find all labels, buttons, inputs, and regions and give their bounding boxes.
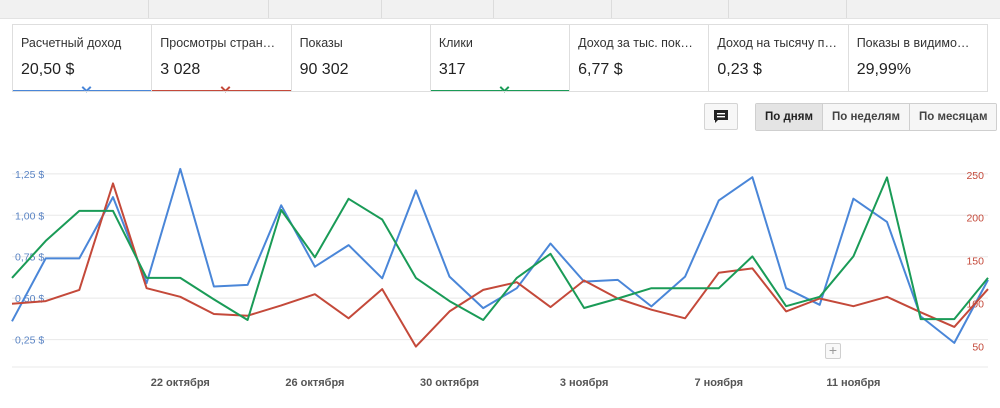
right-tick-label: 250 — [966, 170, 984, 182]
right-tick-label: 50 — [972, 342, 984, 354]
top-strip-segment — [493, 0, 612, 18]
metric-label: Клики — [438, 36, 473, 50]
series-line — [11, 176, 989, 321]
x-tick-label: 7 ноября — [694, 377, 743, 389]
right-tick-label: 200 — [966, 213, 984, 225]
metric-value: 3 028 — [160, 61, 201, 78]
x-tick-label: 30 октября — [420, 377, 479, 389]
metric-value: 0,23 $ — [717, 61, 762, 78]
top-strip-segment — [381, 0, 494, 18]
x-tick-label: 22 октября — [151, 377, 210, 389]
top-strip — [0, 0, 1000, 19]
top-strip-segment — [0, 0, 149, 18]
metric-card-impressions[interactable]: Показы 90 302 — [292, 25, 431, 92]
metric-value: 6,77 $ — [578, 61, 623, 78]
granularity-monthly-button[interactable]: По месяцам — [910, 104, 997, 130]
top-strip-segment — [728, 0, 847, 18]
series-line — [11, 182, 989, 348]
series-line — [11, 167, 989, 344]
top-strip-segment — [268, 0, 382, 18]
annotations-button[interactable] — [704, 103, 738, 130]
metric-card-clicks[interactable]: Клики 317 — [430, 25, 571, 93]
metric-label: Доход на тысячу п… — [717, 36, 837, 50]
metric-value: 90 302 — [299, 61, 349, 78]
comment-icon — [714, 110, 728, 123]
left-tick-label: 1,25 $ — [15, 169, 44, 181]
metric-divider — [12, 91, 988, 92]
metric-value: 29,99% — [856, 61, 911, 78]
metric-card-viewability[interactable]: Показы в видимо… 29,99% — [849, 25, 987, 92]
metric-label: Доход за тыс. пок… — [578, 36, 693, 50]
metric-card-impression-rpm[interactable]: Доход на тысячу п… 0,23 $ — [709, 25, 849, 92]
metric-cards: Расчетный доход 20,50 $ Просмотры стран…… — [12, 24, 988, 93]
granularity-daily-button[interactable]: По дням — [756, 104, 823, 130]
left-tick-label: 0,25 $ — [15, 335, 44, 347]
add-annotation-button[interactable]: + — [825, 343, 841, 359]
metric-card-revenue[interactable]: Расчетный доход 20,50 $ — [13, 25, 153, 93]
metric-value: 317 — [438, 61, 466, 78]
x-tick-label: 11 ноября — [826, 377, 880, 389]
line-chart: 1,25 $1,00 $0,75 $0,50 $0,25 $ 250200150… — [11, 167, 989, 389]
metric-card-rpm[interactable]: Доход за тыс. пок… 6,77 $ — [570, 25, 710, 92]
metric-value: 20,50 $ — [21, 61, 75, 78]
top-strip-segment — [148, 0, 269, 18]
top-strip-segment — [611, 0, 729, 18]
top-strip-segment — [846, 0, 1000, 18]
granularity-weekly-button[interactable]: По неделям — [822, 104, 910, 130]
metric-label: Показы в видимо… — [856, 36, 970, 50]
metric-label: Просмотры стран… — [160, 36, 276, 50]
granularity-switch: По дням По неделям По месяцам — [755, 103, 998, 131]
right-tick-label: 150 — [966, 256, 984, 268]
metric-card-pageviews[interactable]: Просмотры стран… 3 028 — [152, 25, 292, 93]
left-tick-label: 1,00 $ — [15, 210, 44, 222]
x-axis: 22 октября 26 октября 30 октября 3 ноября 7 … — [151, 377, 881, 389]
metric-label: Расчетный доход — [21, 36, 122, 50]
series-lines — [11, 167, 989, 348]
x-tick-label: 3 ноября — [560, 377, 609, 389]
x-tick-label: 26 октября — [285, 377, 344, 389]
metric-label: Показы — [299, 36, 343, 50]
